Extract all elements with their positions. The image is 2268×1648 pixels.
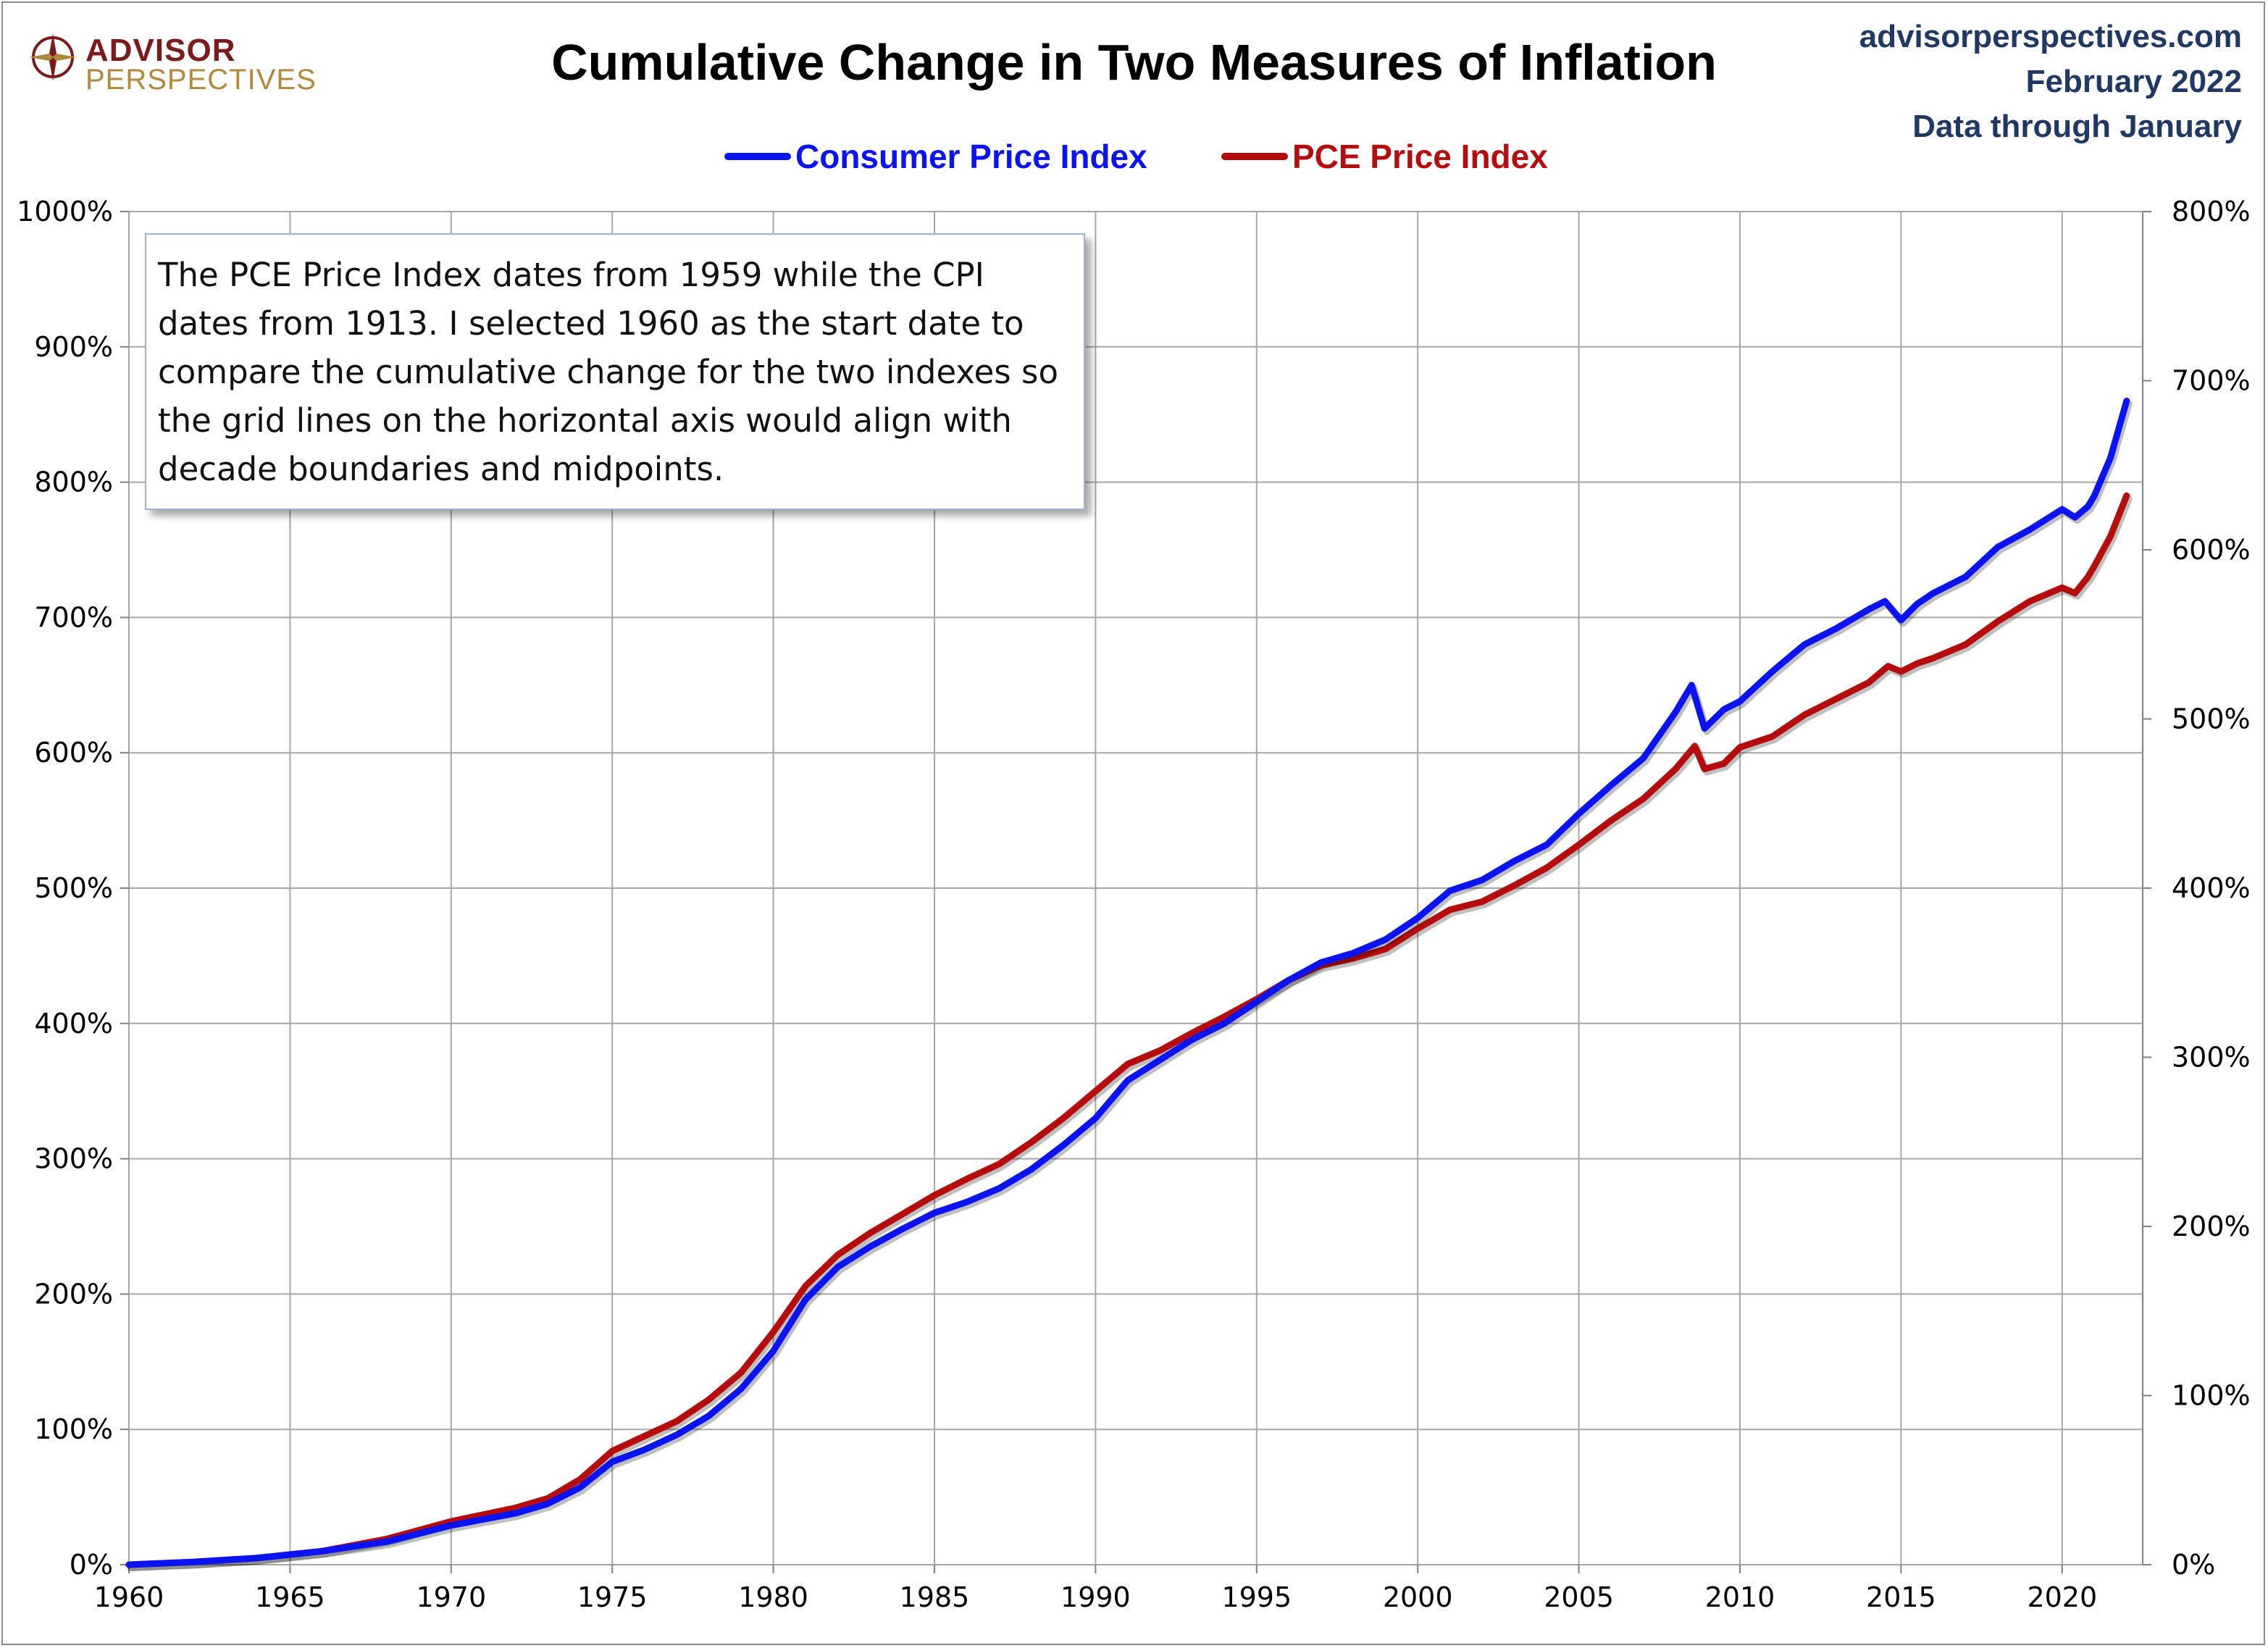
legend-item-pce: PCE Price Index	[1221, 135, 1548, 178]
x-tick-label: 1975	[577, 1581, 648, 1613]
y-left-tick-label: 500%	[34, 872, 113, 904]
legend-swatch-pce	[1221, 153, 1288, 160]
source-block: advisorperspectives.com February 2022 Da…	[1859, 14, 2242, 149]
x-tick-label: 2015	[1866, 1581, 1936, 1613]
y-right-tick-label: 200%	[2172, 1210, 2251, 1242]
y-left-tick-label: 1000%	[17, 196, 113, 227]
x-tick-label: 1980	[738, 1581, 808, 1613]
y-left-tick-label: 0%	[70, 1549, 113, 1581]
chart-title: Cumulative Change in Two Measures of Inf…	[551, 34, 1717, 91]
series-line-pce	[125, 492, 2130, 1568]
y-left-tick-label: 600%	[34, 737, 113, 769]
y-right-tick-label: 400%	[2172, 872, 2251, 904]
legend-swatch-cpi	[724, 153, 791, 160]
annotation-note: The PCE Price Index dates from 1959 whil…	[145, 233, 1085, 510]
y-left-tick-label: 900%	[34, 331, 113, 363]
x-tick-label: 1965	[255, 1581, 325, 1613]
source-date: February 2022	[2025, 64, 2242, 99]
x-tick-label: 1970	[416, 1581, 486, 1613]
y-left-tick-label: 100%	[34, 1413, 113, 1445]
x-tick-label: 1995	[1221, 1581, 1292, 1613]
y-right-tick-label: 500%	[2172, 703, 2251, 735]
logo-text-advisor: ADVISOR	[85, 33, 236, 68]
source-site: advisorperspectives.com	[1859, 19, 2242, 54]
y-right-tick-label: 600%	[2172, 534, 2251, 566]
y-left-tick-label: 800%	[34, 467, 113, 498]
legend: Consumer Price Index PCE Price Index	[724, 135, 1594, 178]
x-tick-label: 1990	[1060, 1581, 1131, 1613]
x-tick-label: 1960	[94, 1581, 164, 1613]
legend-label-cpi: Consumer Price Index	[795, 138, 1147, 175]
y-left-tick-label: 400%	[34, 1008, 113, 1040]
y-right-tick-label: 0%	[2172, 1549, 2215, 1581]
x-tick-label: 1985	[900, 1581, 970, 1613]
series-line-cpi	[125, 398, 2130, 1568]
legend-item-cpi: Consumer Price Index	[724, 135, 1147, 178]
compass-logo-icon	[29, 33, 77, 81]
y-right-tick-label: 700%	[2172, 365, 2251, 397]
series-shadow	[127, 495, 2133, 1571]
y-right-tick-label: 100%	[2172, 1380, 2251, 1412]
x-tick-label: 2005	[1544, 1581, 1614, 1613]
y-left-tick-label: 300%	[34, 1143, 113, 1175]
axes: 0% 100% 200% 300% 400% 500% 600% 700% 800% 900% 10…	[17, 196, 2250, 1613]
logo: ADVISOR PERSPECTIVES	[28, 22, 332, 96]
series-lines	[125, 398, 2133, 1571]
x-tick-label: 2010	[1705, 1581, 1775, 1613]
y-right-tick-label: 800%	[2172, 196, 2251, 227]
y-right-tick-label: 300%	[2172, 1042, 2251, 1074]
source-note: Data through January	[1912, 109, 2242, 144]
legend-label-pce: PCE Price Index	[1292, 138, 1548, 175]
logo-text-perspectives: PERSPECTIVES	[85, 64, 317, 96]
x-tick-label: 2000	[1383, 1581, 1453, 1613]
x-tick-label: 2020	[2027, 1581, 2097, 1613]
y-left-tick-label: 700%	[34, 601, 113, 633]
series-shadow	[127, 400, 2133, 1571]
y-left-tick-label: 200%	[34, 1278, 113, 1310]
